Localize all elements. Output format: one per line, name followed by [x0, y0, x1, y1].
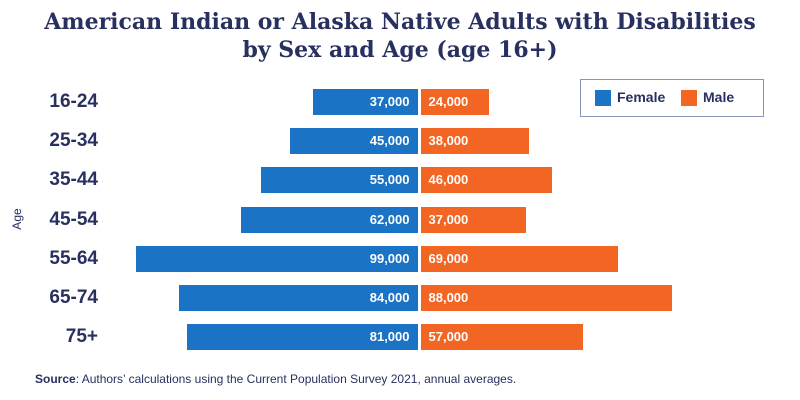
value-label-female-75plus: 81,000	[369, 329, 410, 344]
value-label-male-16-24: 24,000	[428, 94, 469, 109]
value-label-female-35-44: 55,000	[369, 172, 410, 187]
source-text: : Authors’ calculations using the Curren…	[75, 372, 517, 386]
legend-swatch-male	[681, 90, 697, 106]
bar-male-45-54	[420, 207, 526, 233]
bar-female-25-34	[289, 128, 418, 154]
category-label-45-54: 45-54	[49, 209, 98, 230]
bar-male-75plus	[420, 324, 583, 350]
chart-title-line-1: American Indian or Alaska Native Adults …	[44, 9, 756, 35]
value-label-male-55-64: 69,000	[428, 251, 469, 266]
bar-male-65-74	[420, 285, 672, 311]
bar-male-25-34	[420, 128, 529, 154]
bar-male-35-44	[420, 167, 552, 193]
value-label-male-25-34: 38,000	[428, 133, 469, 148]
legend-swatch-female	[595, 90, 611, 106]
category-label-35-44: 35-44	[49, 169, 98, 190]
value-label-female-55-64: 99,000	[369, 251, 410, 266]
source-note: Source: Authors’ calculations using the …	[35, 372, 516, 386]
bar-female-55-64	[135, 246, 418, 272]
bar-male-16-24	[420, 89, 489, 115]
value-label-male-45-54: 37,000	[428, 212, 469, 227]
category-label-16-24: 16-24	[49, 91, 98, 112]
value-label-male-65-74: 88,000	[428, 290, 469, 305]
bar-female-75plus	[186, 324, 418, 350]
value-label-male-75plus: 57,000	[428, 329, 469, 344]
category-label-65-74: 65-74	[49, 287, 98, 308]
category-label-75plus: 75+	[65, 326, 98, 347]
bar-female-16-24	[312, 89, 418, 115]
value-label-female-25-34: 45,000	[369, 133, 410, 148]
category-label-25-34: 25-34	[49, 130, 98, 151]
chart-title: American Indian or Alaska Native Adults …	[0, 8, 800, 64]
legend-label-male: Male	[703, 89, 735, 105]
chart-title-line-2: by Sex and Age (age 16+)	[242, 37, 558, 63]
source-label: Source	[35, 372, 76, 386]
bar-female-35-44	[260, 167, 418, 193]
bar-male-55-64	[420, 246, 618, 272]
bar-female-45-54	[240, 207, 418, 233]
bar-female-65-74	[178, 285, 418, 311]
value-label-female-45-54: 62,000	[369, 212, 410, 227]
value-label-male-35-44: 46,000	[428, 172, 469, 187]
category-label-55-64: 55-64	[49, 248, 98, 269]
legend: Female Male	[580, 79, 764, 117]
value-label-female-65-74: 84,000	[369, 290, 410, 305]
value-label-female-16-24: 37,000	[369, 94, 410, 109]
legend-label-female: Female	[617, 89, 666, 105]
